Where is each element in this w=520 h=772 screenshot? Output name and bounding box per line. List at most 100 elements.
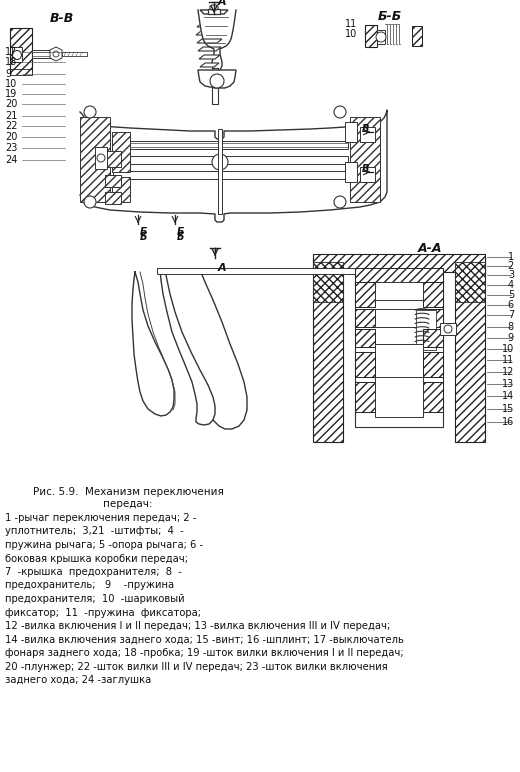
Text: передач:: передач: bbox=[103, 499, 153, 509]
Polygon shape bbox=[50, 47, 62, 61]
Polygon shape bbox=[197, 23, 222, 27]
Circle shape bbox=[97, 154, 105, 162]
Bar bbox=[113, 171, 348, 179]
Bar bbox=[365, 25, 377, 47]
Polygon shape bbox=[197, 39, 222, 43]
Text: В: В bbox=[362, 124, 369, 134]
Text: 2: 2 bbox=[508, 261, 514, 271]
Bar bbox=[208, 9, 220, 14]
Text: А-А: А-А bbox=[418, 242, 442, 255]
Text: 11: 11 bbox=[345, 19, 357, 29]
Bar bbox=[360, 167, 375, 182]
Text: 9: 9 bbox=[508, 333, 514, 343]
Text: 20 -плунжер; 22 -шток вилки III и IV передач; 23 -шток вилки включения: 20 -плунжер; 22 -шток вилки III и IV пер… bbox=[5, 662, 388, 672]
Circle shape bbox=[12, 50, 21, 59]
Text: 1 -рычаг переключения передач; 2 -: 1 -рычаг переключения передач; 2 - bbox=[5, 513, 197, 523]
Circle shape bbox=[84, 196, 96, 208]
Text: 24: 24 bbox=[5, 155, 17, 165]
Text: предохранителя;  10  -шариковый: предохранителя; 10 -шариковый bbox=[5, 594, 185, 604]
Bar bbox=[10, 28, 32, 72]
Bar bbox=[440, 323, 456, 335]
Circle shape bbox=[444, 325, 452, 333]
Bar bbox=[375, 377, 423, 417]
Text: 7: 7 bbox=[508, 310, 514, 320]
Bar bbox=[355, 269, 443, 427]
Polygon shape bbox=[200, 270, 247, 429]
Text: 11: 11 bbox=[502, 355, 514, 365]
Text: заднего хода; 24 -заглушка: заднего хода; 24 -заглушка bbox=[5, 675, 151, 685]
Text: 16: 16 bbox=[502, 417, 514, 427]
Text: 20: 20 bbox=[5, 99, 17, 109]
Text: А: А bbox=[218, 0, 227, 7]
Bar bbox=[80, 117, 110, 202]
Polygon shape bbox=[200, 10, 228, 14]
Bar bbox=[345, 162, 357, 182]
Text: 10: 10 bbox=[5, 79, 17, 89]
Bar bbox=[355, 382, 375, 412]
Text: Рис. 5.9.  Механизм переключения: Рис. 5.9. Механизм переключения bbox=[33, 487, 224, 497]
Bar bbox=[360, 127, 375, 142]
Bar bbox=[355, 268, 443, 284]
Circle shape bbox=[212, 154, 228, 170]
Bar bbox=[112, 177, 130, 202]
Bar bbox=[157, 268, 357, 274]
Bar bbox=[423, 352, 443, 377]
Bar bbox=[32, 50, 50, 58]
Bar bbox=[416, 310, 436, 350]
Bar bbox=[105, 175, 121, 187]
Text: В-В: В-В bbox=[50, 12, 74, 25]
Text: 10: 10 bbox=[345, 29, 357, 39]
Text: 17: 17 bbox=[5, 47, 17, 57]
Text: 13: 13 bbox=[502, 379, 514, 389]
Bar bbox=[113, 141, 348, 149]
Text: предохранитель;   9    -пружина: предохранитель; 9 -пружина bbox=[5, 581, 174, 591]
Circle shape bbox=[53, 51, 59, 57]
Text: 22: 22 bbox=[5, 121, 18, 131]
Text: 6: 6 bbox=[508, 300, 514, 310]
Text: 21: 21 bbox=[5, 111, 17, 121]
Bar bbox=[105, 151, 121, 167]
Text: А: А bbox=[218, 263, 227, 273]
Polygon shape bbox=[160, 270, 215, 425]
Text: 20: 20 bbox=[5, 132, 17, 142]
Bar bbox=[345, 122, 357, 142]
Bar bbox=[455, 262, 485, 302]
Text: 19: 19 bbox=[5, 89, 17, 99]
Text: 7  -крышка  предохранителя;  8  -: 7 -крышка предохранителя; 8 - bbox=[5, 567, 182, 577]
Bar bbox=[313, 262, 343, 302]
Circle shape bbox=[84, 106, 96, 118]
Polygon shape bbox=[198, 10, 236, 72]
Text: Б: Б bbox=[140, 232, 147, 242]
Bar bbox=[423, 329, 443, 347]
Text: В: В bbox=[362, 164, 369, 174]
Bar bbox=[355, 282, 375, 307]
Polygon shape bbox=[199, 55, 220, 59]
Bar bbox=[313, 254, 485, 272]
Text: 14: 14 bbox=[502, 391, 514, 401]
Bar bbox=[423, 309, 443, 327]
Text: фонаря заднего хода; 18 -пробка; 19 -шток вилки включения I и II передач;: фонаря заднего хода; 18 -пробка; 19 -што… bbox=[5, 648, 404, 658]
Text: 4: 4 bbox=[508, 280, 514, 290]
Text: Б: Б bbox=[140, 227, 147, 237]
Text: Б: Б bbox=[177, 227, 185, 237]
Text: боковая крышка коробки передач;: боковая крышка коробки передач; bbox=[5, 554, 188, 564]
Bar bbox=[375, 309, 423, 327]
Circle shape bbox=[334, 196, 346, 208]
Polygon shape bbox=[196, 31, 223, 35]
Bar bbox=[12, 47, 22, 62]
Bar bbox=[112, 132, 130, 172]
Bar bbox=[423, 282, 443, 307]
Text: 5: 5 bbox=[508, 290, 514, 300]
Polygon shape bbox=[80, 110, 387, 222]
Bar bbox=[313, 257, 343, 442]
Bar bbox=[355, 309, 375, 327]
Text: уплотнитель;  3,21  -штифты;  4  -: уплотнитель; 3,21 -штифты; 4 - bbox=[5, 527, 184, 537]
Text: 3: 3 bbox=[508, 270, 514, 280]
Bar bbox=[212, 68, 218, 104]
Circle shape bbox=[376, 32, 386, 42]
Text: 14 -вилка включения заднего хода; 15 -винт; 16 -шплинт; 17 -выключатель: 14 -вилка включения заднего хода; 15 -ви… bbox=[5, 635, 404, 645]
Bar bbox=[423, 382, 443, 412]
Text: пружина рычага; 5 -опора рычага; 6 -: пружина рычага; 5 -опора рычага; 6 - bbox=[5, 540, 203, 550]
Text: 1: 1 bbox=[508, 252, 514, 262]
Bar bbox=[375, 344, 423, 382]
